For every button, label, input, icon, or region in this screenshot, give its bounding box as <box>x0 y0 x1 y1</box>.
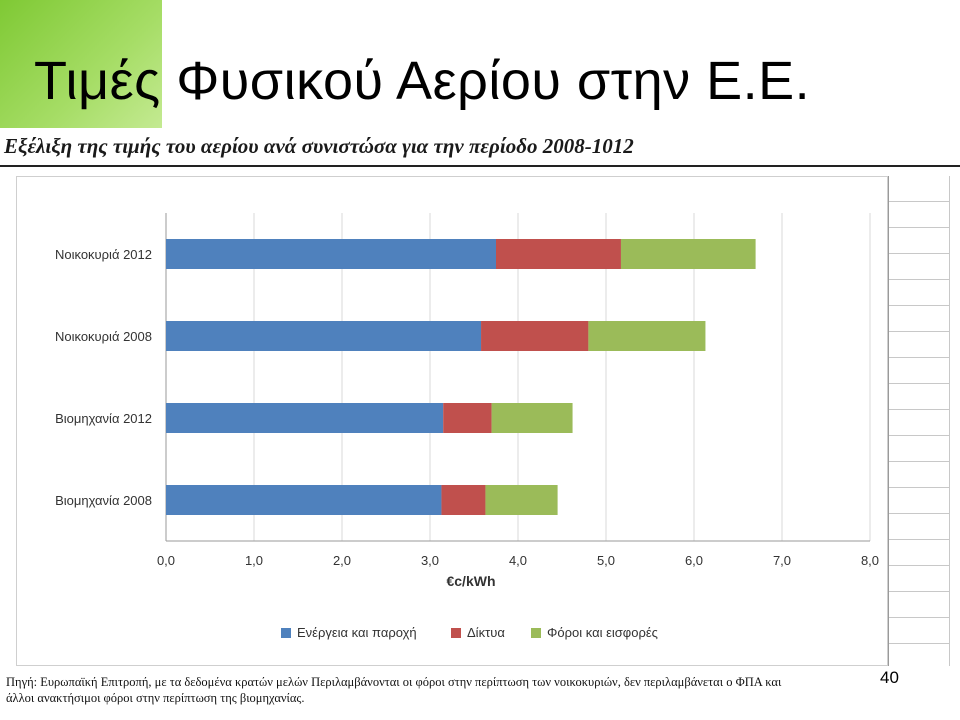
bar-segment-3 <box>620 239 756 269</box>
bar-segment-3 <box>485 485 558 515</box>
page-number: 40 <box>880 668 899 687</box>
bar-segment-2 <box>441 485 486 515</box>
x-tick-labels: 0,0 1,0 2,0 3,0 4,0 5,0 6,0 7,0 8,0 <box>157 553 879 568</box>
source-line-2: άλλοι ανακτήσιμοι φόροι στην περίπτωση τ… <box>6 691 305 705</box>
x-tick-label: 5,0 <box>597 553 615 568</box>
slide-title: Τιμές Φυσικού Αερίου στην Ε.Ε. <box>34 51 811 111</box>
legend-swatch <box>281 628 291 638</box>
category-label: Βιομηχανία 2012 <box>55 411 152 426</box>
x-tick-label: 2,0 <box>333 553 351 568</box>
legend-label: Δίκτυα <box>467 625 505 640</box>
bar-segment-1 <box>166 321 482 351</box>
subtitle-divider <box>0 165 960 167</box>
category-label: Βιομηχανία 2008 <box>55 493 152 508</box>
bar-segment-2 <box>496 239 621 269</box>
legend-label: Φόροι και εισφορές <box>547 625 658 640</box>
bar-segment-1 <box>166 403 444 433</box>
stacked-bar-chart: Νοικοκυριά 2012 Νοικοκυριά 2008 Βιομηχανία… <box>55 213 879 640</box>
x-tick-label: 8,0 <box>861 553 879 568</box>
legend-swatch <box>531 628 541 638</box>
x-tick-label: 0,0 <box>157 553 175 568</box>
legend-swatch <box>451 628 461 638</box>
x-tick-label: 7,0 <box>773 553 791 568</box>
bar-segment-2 <box>443 403 492 433</box>
legend: Ενέργεια και παροχή Δίκτυα Φόροι και εισφο… <box>281 625 658 640</box>
legend-label: Ενέργεια και παροχή <box>297 625 417 640</box>
bar-segment-3 <box>588 321 706 351</box>
x-tick-label: 3,0 <box>421 553 439 568</box>
bar-segment-3 <box>491 403 573 433</box>
chart-subtitle: Εξέλιξη της τιμής του αερίου ανά συνιστώ… <box>4 134 634 158</box>
chart-area: Νοικοκυριά 2012 Νοικοκυριά 2008 Βιομηχανία… <box>16 176 888 666</box>
x-tick-label: 1,0 <box>245 553 263 568</box>
x-axis-title: €c/kWh <box>446 573 495 589</box>
category-label: Νοικοκυριά 2008 <box>55 329 152 344</box>
source-line-1: Πηγή: Ευρωπαϊκή Επιτροπή, με τα δεδομένα… <box>6 675 782 689</box>
x-tick-label: 4,0 <box>509 553 527 568</box>
category-labels: Νοικοκυριά 2012 Νοικοκυριά 2008 Βιομηχανία… <box>55 247 152 508</box>
category-label: Νοικοκυριά 2012 <box>55 247 152 262</box>
source-note: Πηγή: Ευρωπαϊκή Επιτροπή, με τα δεδομένα… <box>6 674 946 706</box>
bar-segment-1 <box>166 485 442 515</box>
bar-segment-2 <box>481 321 589 351</box>
bar-segment-1 <box>166 239 496 269</box>
title-accent-block <box>0 0 162 128</box>
side-table-lines <box>888 176 950 666</box>
bars <box>166 239 756 515</box>
x-tick-label: 6,0 <box>685 553 703 568</box>
